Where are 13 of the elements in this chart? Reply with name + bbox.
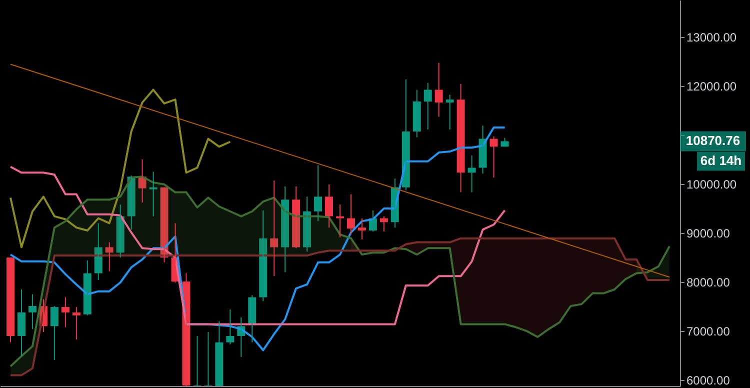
y-tick-label: 6000.00	[686, 374, 730, 388]
text: 6d 14h	[700, 153, 742, 168]
y-tick-label: 10000.00	[686, 177, 737, 192]
y-tick-label: 9000.00	[686, 226, 730, 240]
line-series	[9, 237, 671, 376]
y-tick-label: 12000.00	[686, 79, 737, 94]
y-tick-label: 8000.00	[686, 276, 730, 290]
line-series	[9, 126, 506, 352]
y-tick-label: 13000.00	[686, 30, 737, 44]
text: 10870.76	[686, 133, 740, 148]
line-series	[9, 88, 232, 248]
line-series	[9, 166, 506, 326]
y-tick-label: 7000.00	[686, 324, 730, 339]
